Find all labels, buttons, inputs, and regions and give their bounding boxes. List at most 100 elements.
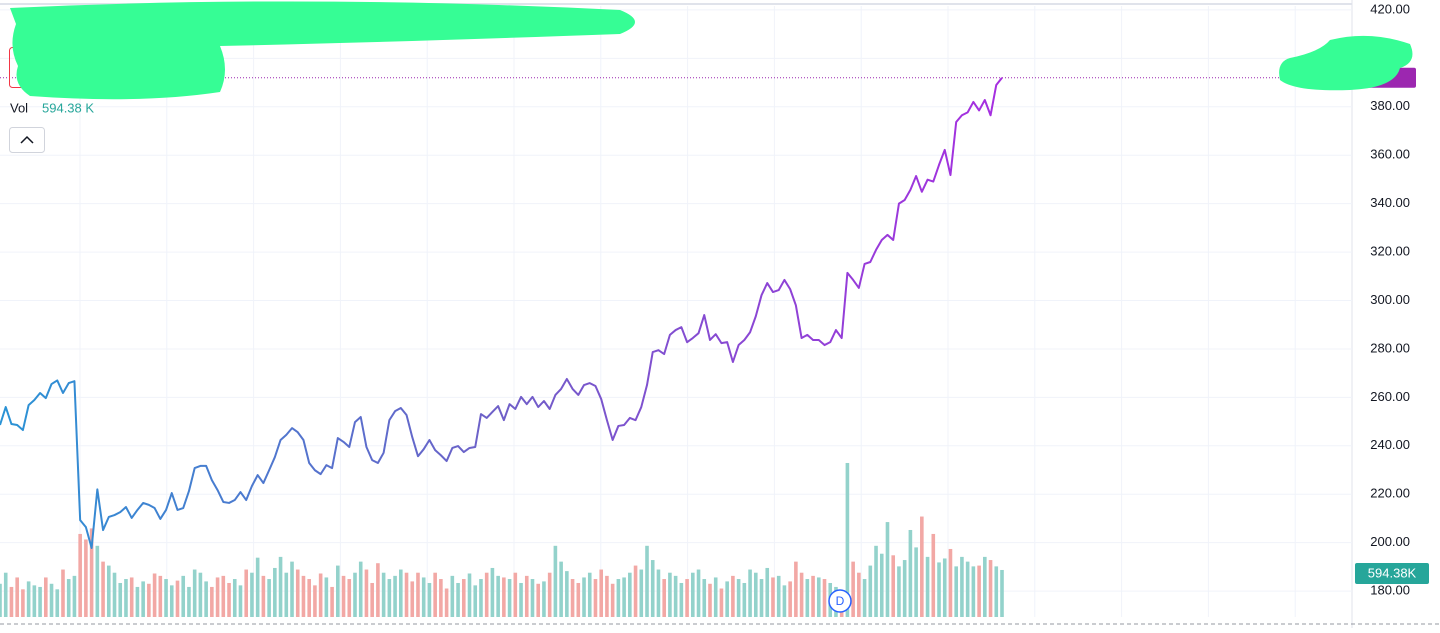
volume-bar — [164, 579, 168, 617]
volume-bar — [399, 569, 403, 617]
volume-bar — [461, 579, 466, 617]
volume-bar — [708, 583, 712, 617]
volume-bar — [290, 561, 294, 617]
volume-bar — [353, 572, 357, 617]
volume-bar — [55, 589, 60, 617]
volume-bar — [530, 579, 535, 617]
volume-bar — [731, 575, 735, 617]
event-marker[interactable] — [828, 589, 852, 613]
volume-bar — [559, 561, 563, 617]
volume-bar — [576, 582, 581, 617]
volume-bar — [570, 579, 575, 617]
volume-bar — [925, 556, 930, 617]
volume-bar — [376, 563, 380, 617]
volume-bar — [38, 586, 42, 617]
volume-bar — [610, 583, 615, 617]
volume-bar — [879, 553, 884, 617]
volume-bar — [135, 586, 140, 617]
y-tick-label: 380.00 — [1370, 98, 1410, 113]
volume-bar — [645, 545, 649, 617]
volume-bar — [439, 579, 443, 617]
volume-bar — [244, 569, 249, 617]
volume-bar — [433, 572, 437, 617]
volume-bar — [44, 577, 48, 617]
price-pane — [0, 77, 1352, 549]
volume-bar — [679, 582, 684, 617]
volume-bar — [988, 560, 993, 617]
volume-bar — [78, 533, 82, 617]
volume-bar — [129, 577, 134, 617]
volume-bar — [341, 575, 346, 617]
volume-bar — [301, 575, 306, 617]
volume-bar — [192, 569, 197, 617]
volume-bar — [874, 545, 878, 617]
volume-bar — [496, 575, 500, 617]
volume-bar — [267, 579, 271, 617]
volume-bar — [799, 572, 804, 617]
volume-bar — [971, 566, 976, 617]
volume-bar — [628, 572, 632, 617]
volume-bar — [261, 575, 266, 617]
volume-bar — [542, 581, 546, 617]
volume-bar — [444, 588, 449, 617]
volume-bar — [255, 557, 260, 617]
volume-bar — [278, 556, 283, 617]
volume-bar — [736, 579, 741, 617]
y-tick-label: 320.00 — [1370, 244, 1410, 259]
volume-bar — [983, 556, 987, 617]
volume-bar — [885, 522, 890, 617]
volume-bar — [215, 577, 220, 617]
y-tick-label: 340.00 — [1370, 195, 1410, 210]
volume-bar — [994, 566, 999, 617]
volume-bar — [605, 575, 609, 617]
volume-bar — [198, 572, 203, 617]
y-tick-label: 200.00 — [1370, 534, 1410, 549]
volume-bar — [313, 585, 317, 617]
volume-bar — [175, 580, 180, 617]
volume-bar — [851, 561, 855, 617]
volume-bar — [587, 572, 592, 617]
price-line — [0, 77, 1003, 549]
volume-bar — [719, 588, 724, 617]
volume-bar — [221, 575, 226, 617]
volume-bar — [765, 567, 770, 617]
volume-bar — [536, 583, 541, 617]
volume-bar — [507, 579, 512, 617]
y-tick-label: 220.00 — [1370, 486, 1410, 501]
volume-bar — [124, 579, 128, 617]
volume-bar — [748, 569, 752, 617]
volume-bar — [691, 572, 695, 617]
volume-bar — [685, 579, 689, 617]
volume-bar — [914, 547, 918, 617]
volume-bar — [204, 581, 208, 617]
volume-bar — [977, 565, 981, 617]
volume-bar — [273, 567, 277, 617]
volume-badge-label: 594.38K — [1368, 565, 1417, 580]
chevron-icon — [20, 135, 34, 144]
volume-bar — [336, 565, 340, 617]
volume-bar — [364, 569, 369, 617]
volume-bar — [101, 561, 105, 617]
volume-bar — [0, 583, 2, 617]
volume-bar — [84, 539, 88, 617]
volume-bar — [788, 581, 792, 617]
y-tick-label: 240.00 — [1370, 437, 1410, 452]
volume-bar — [187, 586, 191, 617]
volume-bar — [381, 572, 386, 617]
volume-bar — [393, 575, 397, 617]
volume-bar — [948, 548, 953, 617]
event-marker-label: D — [836, 594, 845, 608]
volume-bar — [662, 579, 666, 617]
volume-bar — [473, 585, 478, 617]
volume-bar — [519, 582, 523, 617]
volume-bar — [771, 577, 775, 617]
volume-bars — [0, 462, 1004, 617]
volume-bar — [210, 586, 214, 617]
volume-bar — [15, 577, 19, 617]
volume-bar — [427, 582, 432, 617]
volume-bar — [450, 575, 455, 617]
volume-bar — [513, 572, 518, 617]
volume-bar — [650, 560, 655, 617]
collapse-button[interactable] — [9, 127, 45, 153]
volume-bar — [759, 579, 764, 617]
